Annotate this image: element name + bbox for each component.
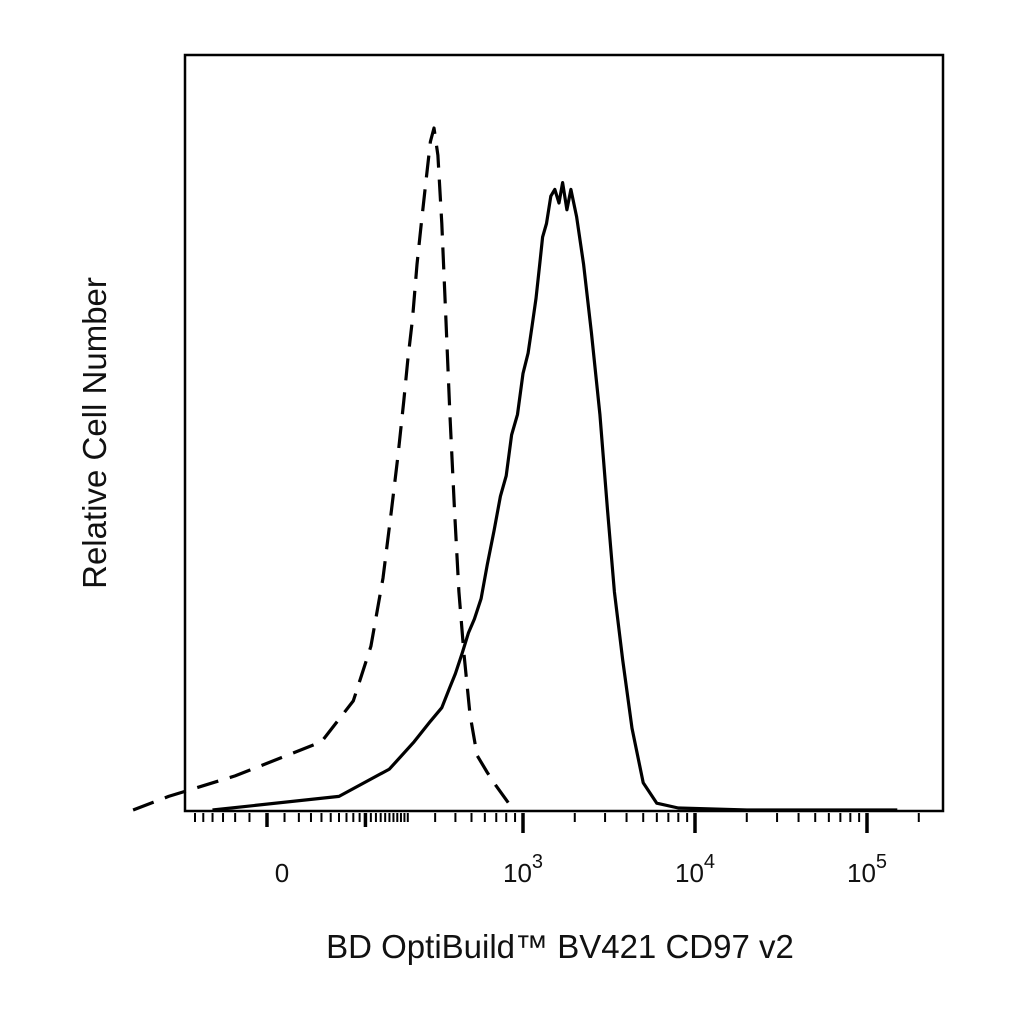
x-axis-ticks [194,813,920,833]
x-tick-label: 103 [503,851,543,888]
x-axis-label: BD OptiBuild™ BV421 CD97 v2 [326,928,794,965]
plot-frame [183,53,945,813]
x-tick-label-exponent: 3 [532,851,543,873]
x-tick-label-exponent: 5 [876,851,887,873]
series-line-dashed [132,126,515,812]
x-tick-label: 105 [847,851,887,888]
x-axis-tick-labels: 0 103 104 105 [275,851,887,888]
x-tick-label: 0 [275,858,289,888]
x-tick-label-base: 10 [847,858,876,888]
y-axis-label: Relative Cell Number [76,277,113,589]
x-tick-label-base: 10 [675,858,704,888]
series-line-solid [212,181,898,812]
x-tick-label: 104 [675,851,715,888]
series-layer [132,126,898,812]
x-tick-label-base: 10 [503,858,532,888]
x-tick-label-exponent: 4 [704,851,715,873]
